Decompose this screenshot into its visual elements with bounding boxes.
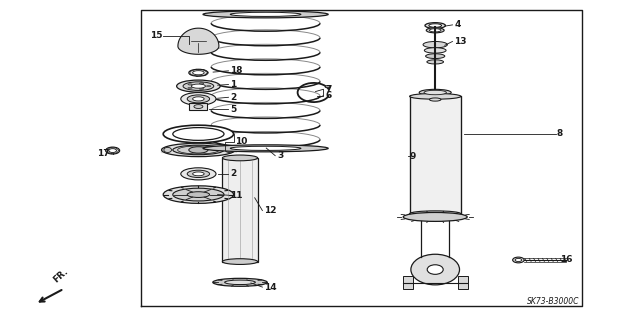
- Ellipse shape: [425, 23, 445, 28]
- Ellipse shape: [106, 147, 120, 154]
- Text: 16: 16: [560, 256, 573, 264]
- Text: SK73-B3000C: SK73-B3000C: [527, 297, 579, 306]
- Ellipse shape: [181, 93, 216, 105]
- Bar: [189, 103, 207, 110]
- Polygon shape: [178, 28, 219, 54]
- Ellipse shape: [230, 12, 301, 17]
- Text: 11: 11: [230, 191, 243, 200]
- Text: 10: 10: [236, 137, 248, 146]
- Text: 6: 6: [325, 91, 332, 100]
- Text: 17: 17: [97, 149, 110, 158]
- Ellipse shape: [325, 86, 330, 88]
- Ellipse shape: [188, 170, 210, 177]
- Ellipse shape: [188, 84, 193, 85]
- Ellipse shape: [189, 147, 208, 153]
- Ellipse shape: [223, 155, 258, 161]
- Ellipse shape: [199, 88, 204, 90]
- Bar: [223, 158, 257, 262]
- Text: 9: 9: [410, 152, 416, 161]
- Ellipse shape: [163, 125, 234, 143]
- Ellipse shape: [193, 71, 204, 75]
- Ellipse shape: [515, 258, 522, 262]
- Ellipse shape: [426, 54, 445, 59]
- Text: 2: 2: [230, 93, 237, 102]
- Ellipse shape: [164, 147, 172, 152]
- Ellipse shape: [223, 259, 258, 264]
- Text: 15: 15: [150, 31, 163, 40]
- Ellipse shape: [188, 95, 210, 103]
- Text: 12: 12: [264, 206, 277, 215]
- Ellipse shape: [419, 89, 451, 96]
- Ellipse shape: [426, 28, 444, 33]
- Text: 13: 13: [454, 37, 467, 46]
- Ellipse shape: [423, 41, 447, 48]
- Ellipse shape: [429, 24, 442, 27]
- Ellipse shape: [194, 105, 203, 108]
- Ellipse shape: [177, 80, 220, 92]
- Text: 2: 2: [230, 169, 237, 178]
- Ellipse shape: [206, 85, 211, 87]
- Ellipse shape: [203, 145, 328, 152]
- Text: 5: 5: [230, 105, 237, 114]
- Text: 1: 1: [230, 80, 237, 89]
- Ellipse shape: [225, 280, 255, 285]
- Ellipse shape: [427, 60, 444, 64]
- Ellipse shape: [212, 278, 268, 286]
- Ellipse shape: [203, 11, 328, 18]
- Ellipse shape: [225, 147, 233, 152]
- Ellipse shape: [188, 192, 210, 197]
- Ellipse shape: [181, 168, 216, 180]
- Ellipse shape: [191, 84, 205, 88]
- Ellipse shape: [403, 212, 467, 221]
- Ellipse shape: [163, 186, 234, 204]
- Text: 14: 14: [264, 283, 277, 292]
- Ellipse shape: [428, 265, 444, 274]
- Text: 4: 4: [454, 20, 461, 29]
- Ellipse shape: [230, 146, 301, 150]
- Ellipse shape: [429, 29, 441, 32]
- Ellipse shape: [189, 69, 208, 76]
- Ellipse shape: [183, 82, 214, 91]
- Text: 18: 18: [230, 66, 243, 75]
- Ellipse shape: [173, 145, 224, 155]
- Ellipse shape: [193, 97, 204, 101]
- Ellipse shape: [193, 172, 204, 176]
- Text: 7: 7: [325, 85, 332, 94]
- Ellipse shape: [424, 90, 447, 95]
- Bar: [410, 96, 461, 217]
- Ellipse shape: [109, 149, 116, 152]
- Ellipse shape: [173, 128, 224, 140]
- Ellipse shape: [410, 211, 461, 217]
- Ellipse shape: [199, 83, 204, 84]
- Ellipse shape: [161, 143, 236, 157]
- Ellipse shape: [429, 98, 441, 101]
- Text: 3: 3: [277, 151, 284, 160]
- Text: 8: 8: [557, 130, 563, 138]
- Bar: [458, 276, 468, 289]
- Ellipse shape: [410, 93, 461, 99]
- Ellipse shape: [411, 254, 460, 285]
- Text: FR.: FR.: [52, 267, 70, 285]
- Ellipse shape: [424, 48, 446, 53]
- Ellipse shape: [173, 188, 224, 201]
- Bar: [403, 276, 413, 289]
- Ellipse shape: [188, 87, 193, 88]
- Ellipse shape: [513, 257, 524, 263]
